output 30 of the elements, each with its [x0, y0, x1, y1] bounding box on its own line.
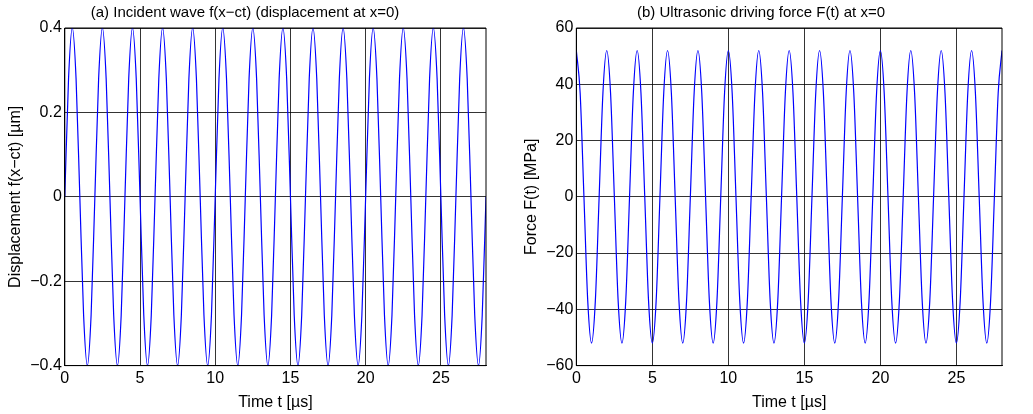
x-axis-title: Time t [µs]: [238, 392, 313, 410]
x-tick-label: 5: [135, 368, 145, 386]
y-axis-title: Force F(t) [MPa]: [522, 138, 540, 256]
y-tick-label: 40: [555, 74, 574, 92]
y-tick-label: −60: [546, 356, 574, 374]
x-tick-label: 20: [871, 368, 890, 386]
x-tick-label: 25: [947, 368, 966, 386]
y-axis-title: Displacement f(x−ct) [µm]: [6, 105, 24, 288]
x-tick-label: 15: [795, 368, 814, 386]
y-tick-label: 20: [555, 130, 574, 148]
y-tick-label: 0.4: [39, 18, 62, 36]
y-tick-label: 0: [564, 187, 574, 205]
y-tick-label: −20: [546, 243, 574, 261]
y-tick-label: −0.2: [30, 271, 62, 289]
x-tick-label: 10: [206, 368, 225, 386]
x-tick-label: 5: [647, 368, 657, 386]
chart-title: (b) Ultrasonic driving force F(t) at x=0: [637, 3, 885, 21]
y-tick-label: 60: [555, 18, 574, 36]
y-tick-label: −40: [546, 299, 574, 317]
line-series: [64, 28, 486, 366]
chart-title: (a) Incident wave f(x−ct) (displacement at x=0): [90, 3, 400, 21]
x-tick-label: 25: [431, 368, 450, 386]
y-tick-label: −0.4: [30, 356, 62, 374]
y-tick-label: 0: [52, 187, 62, 205]
x-tick-label: 15: [281, 368, 300, 386]
x-tick-label: 10: [719, 368, 738, 386]
x-axis-title: Time t [µs]: [751, 392, 827, 410]
line-series: [576, 49, 1002, 344]
y-tick-label: 0.2: [39, 102, 62, 120]
x-tick-label: 20: [356, 368, 375, 386]
